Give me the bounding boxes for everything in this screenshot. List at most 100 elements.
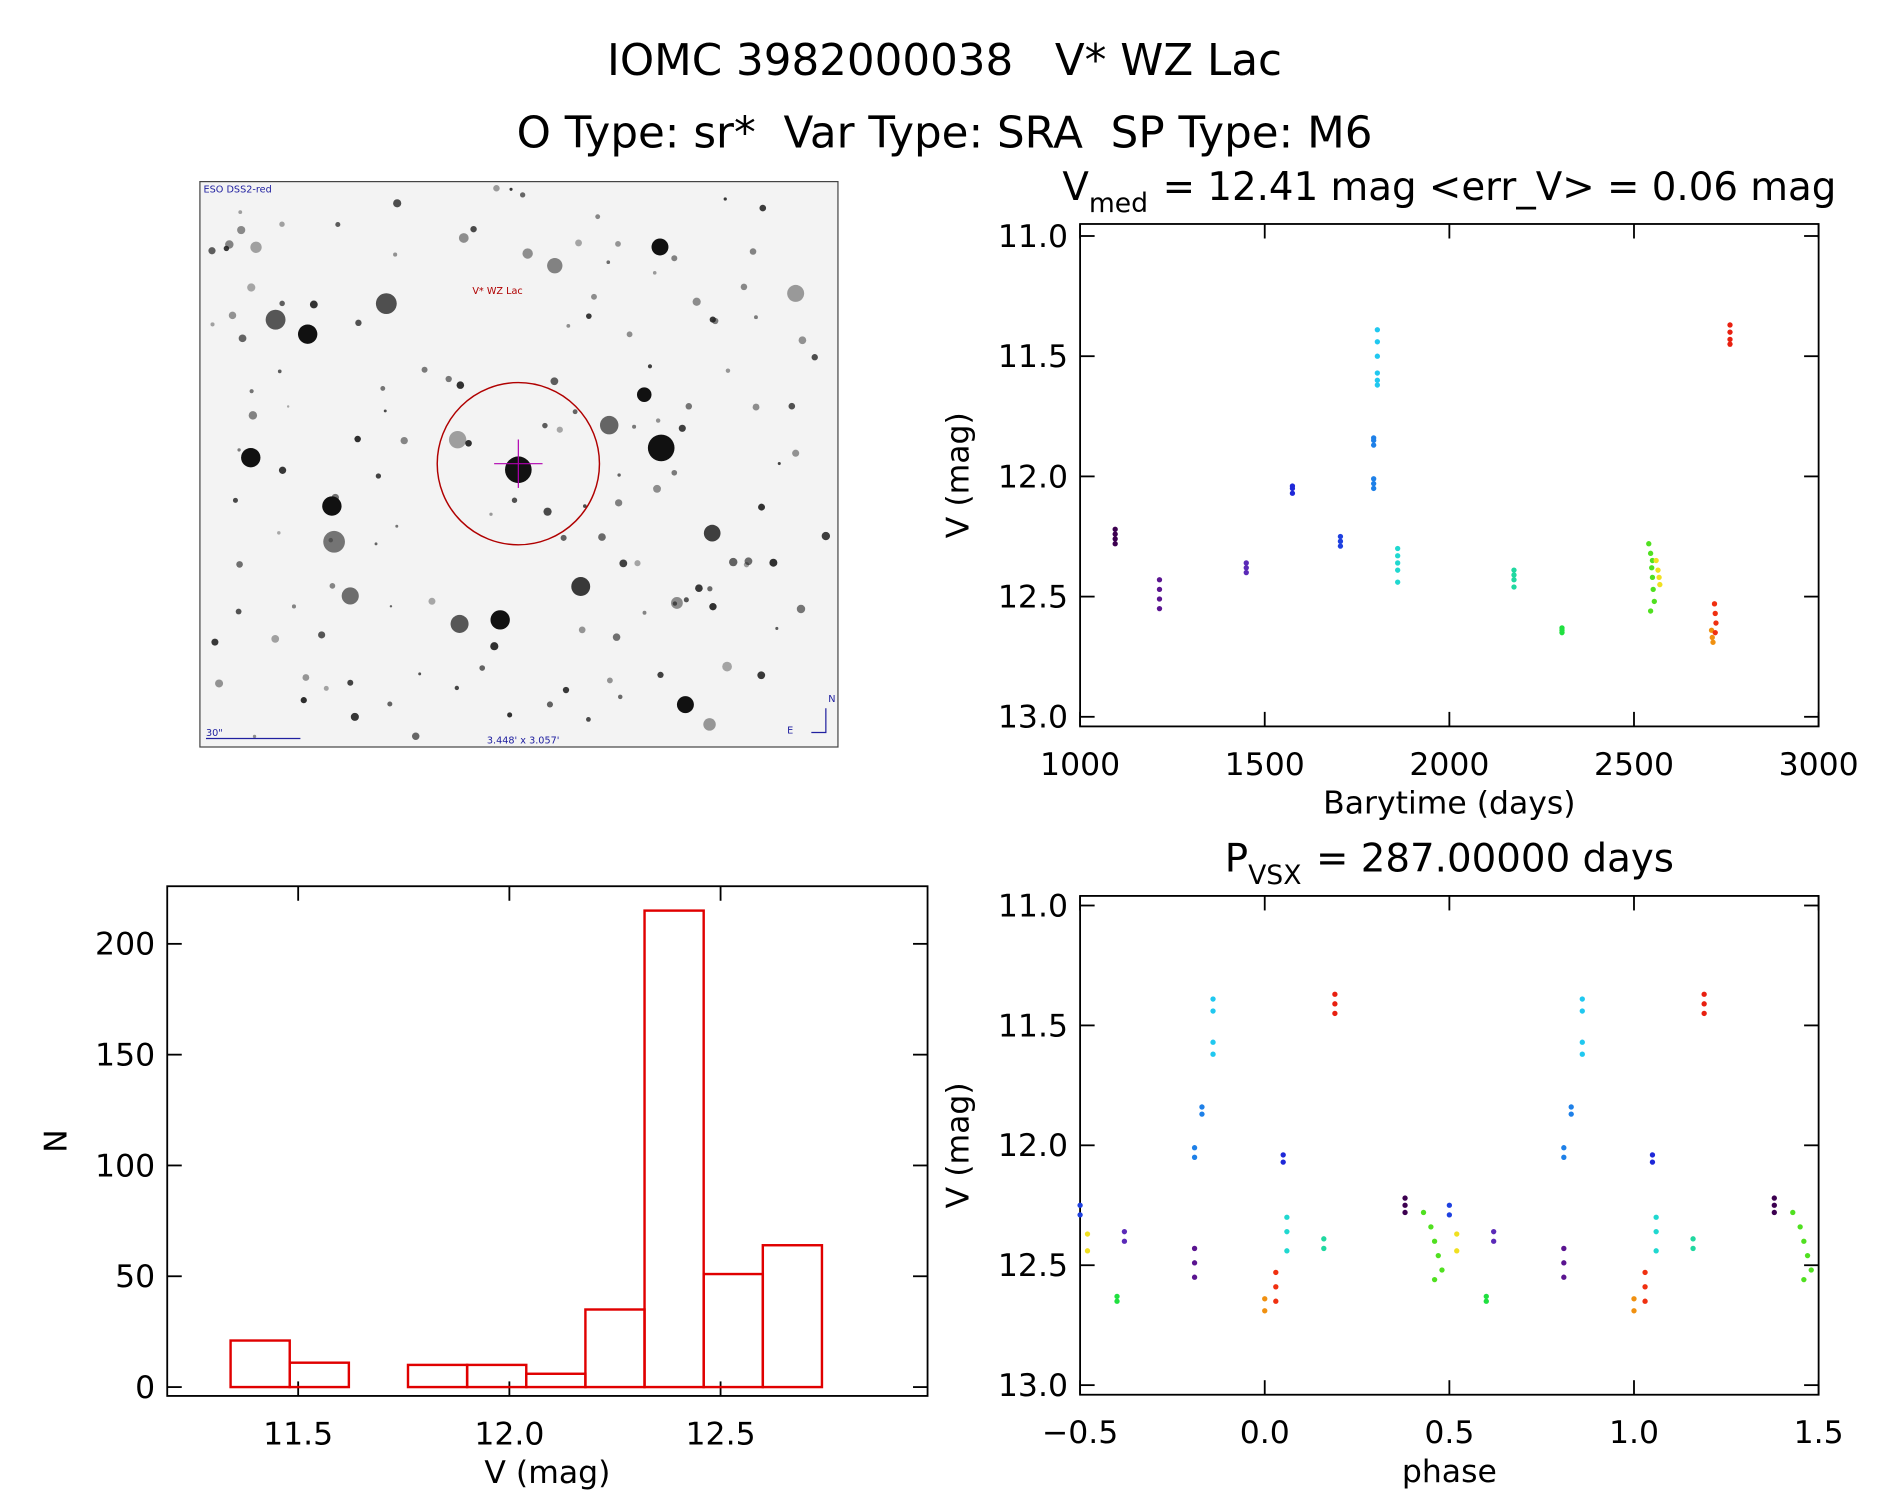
star xyxy=(374,542,378,546)
point xyxy=(1374,377,1381,383)
east-label: E xyxy=(787,726,793,737)
point xyxy=(1191,1274,1198,1280)
star xyxy=(575,239,582,247)
point xyxy=(1280,1159,1286,1165)
point xyxy=(1801,1276,1807,1283)
point xyxy=(1653,1248,1659,1254)
star xyxy=(586,716,591,722)
point xyxy=(1727,336,1733,343)
star xyxy=(490,610,510,630)
point xyxy=(1511,577,1517,583)
star xyxy=(550,377,559,386)
star xyxy=(543,507,552,516)
star xyxy=(617,473,621,477)
point xyxy=(1808,1267,1814,1273)
plot-frame xyxy=(1079,895,1820,1396)
star xyxy=(395,524,399,528)
star xyxy=(578,626,586,634)
plot-frame xyxy=(166,885,929,1397)
star xyxy=(355,319,362,327)
star xyxy=(709,603,717,611)
star xyxy=(375,293,397,315)
star xyxy=(380,385,386,391)
star xyxy=(672,601,678,606)
plot-frame xyxy=(1079,223,1820,728)
star xyxy=(647,434,675,462)
point xyxy=(1210,996,1216,1002)
point xyxy=(1647,608,1654,614)
star xyxy=(653,484,661,493)
fov-label: 3.448' x 3.057' xyxy=(487,735,560,746)
point xyxy=(1446,1202,1453,1208)
x-axis-label: phase xyxy=(1402,1454,1497,1490)
point xyxy=(1711,601,1718,607)
star xyxy=(671,469,678,476)
point xyxy=(1656,574,1662,581)
point xyxy=(1191,1154,1198,1160)
star xyxy=(232,497,238,503)
point xyxy=(1642,1298,1648,1304)
star xyxy=(615,499,623,507)
point xyxy=(1491,1228,1497,1235)
x-axis-label: V (mag) xyxy=(484,1455,610,1491)
bar xyxy=(525,1372,587,1389)
x-tick-label: 12.5 xyxy=(686,1416,756,1452)
star xyxy=(318,631,326,639)
point xyxy=(1370,480,1377,487)
target-label: V* WZ Lac xyxy=(472,286,522,297)
north-label: N xyxy=(828,694,835,705)
point xyxy=(1284,1214,1290,1220)
star xyxy=(456,381,465,389)
point xyxy=(1579,1051,1585,1057)
star xyxy=(277,369,282,374)
star xyxy=(723,197,727,201)
star xyxy=(238,334,247,343)
y-tick-label: 13.0 xyxy=(998,1368,1068,1404)
x-tick-label: 0.0 xyxy=(1240,1415,1290,1451)
star xyxy=(821,531,831,541)
x-tick-label: 1.5 xyxy=(1794,1415,1844,1451)
point xyxy=(1646,541,1652,547)
point xyxy=(1370,437,1377,444)
point xyxy=(1649,1152,1656,1158)
point xyxy=(1156,586,1163,593)
bar xyxy=(229,1339,291,1389)
y-axis-label: V (mag) xyxy=(941,1082,977,1208)
point xyxy=(1114,1293,1120,1300)
point xyxy=(1289,485,1296,492)
star xyxy=(489,512,493,516)
star xyxy=(599,415,619,435)
star xyxy=(598,533,606,541)
point xyxy=(1568,1111,1574,1117)
point xyxy=(1439,1267,1445,1273)
point xyxy=(1370,476,1377,482)
point xyxy=(1273,1269,1279,1276)
point xyxy=(1431,1238,1438,1244)
star xyxy=(302,674,310,681)
y-tick-label: 12.5 xyxy=(998,579,1068,615)
title-symbol: V xyxy=(1062,165,1089,210)
star xyxy=(322,496,342,516)
point xyxy=(1191,1145,1198,1151)
star xyxy=(703,524,721,542)
star xyxy=(252,734,257,739)
star xyxy=(271,635,280,643)
star xyxy=(300,697,307,704)
point xyxy=(1243,560,1249,566)
star xyxy=(509,187,513,191)
point xyxy=(1771,1202,1777,1208)
point xyxy=(1771,1195,1777,1201)
point xyxy=(1370,442,1377,448)
point xyxy=(1210,1051,1216,1057)
star xyxy=(703,718,716,731)
x-tick-label: 12.0 xyxy=(474,1416,544,1452)
star xyxy=(329,583,336,589)
star xyxy=(542,422,548,429)
star xyxy=(479,665,486,671)
star xyxy=(707,586,713,592)
y-tick-label: 100 xyxy=(95,1148,155,1184)
star xyxy=(278,466,287,474)
star xyxy=(279,221,285,227)
star xyxy=(547,257,563,274)
